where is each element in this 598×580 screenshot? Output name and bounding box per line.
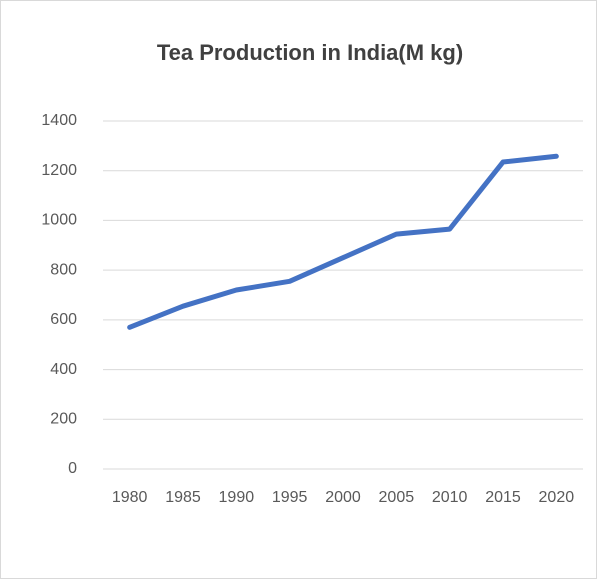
x-tick-label: 2000: [325, 489, 361, 506]
y-tick-label: 600: [50, 311, 77, 328]
y-tick-label: 200: [50, 411, 77, 428]
y-tick-label: 1200: [41, 162, 77, 179]
y-tick-label: 1400: [41, 112, 77, 129]
data-line: [127, 153, 559, 330]
y-tick-label: 1000: [41, 212, 77, 229]
x-tick-label: 2005: [379, 489, 415, 506]
y-tick-label: 0: [68, 460, 77, 477]
x-tick-label: 1995: [272, 489, 308, 506]
x-tick-label: 2015: [485, 489, 521, 506]
x-tick-label: 2020: [539, 489, 575, 506]
x-tick-label: 1980: [112, 489, 148, 506]
chart-title: Tea Production in India(M kg): [157, 40, 463, 65]
x-tick-label: 1990: [219, 489, 255, 506]
y-tick-label: 800: [50, 261, 77, 278]
x-tick-label: 2010: [432, 489, 468, 506]
x-tick-label: 1985: [165, 489, 201, 506]
y-tick-label: 400: [50, 361, 77, 378]
